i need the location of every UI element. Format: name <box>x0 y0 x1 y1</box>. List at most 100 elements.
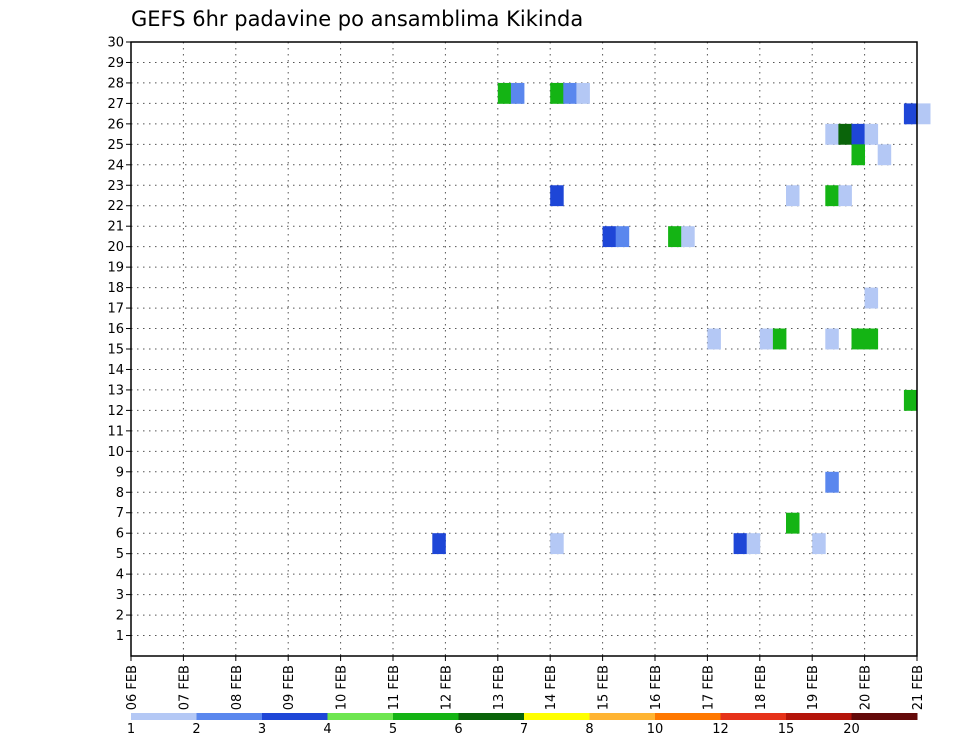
plot-frame <box>130 41 918 657</box>
colorbar-swatch <box>524 713 590 720</box>
colorbar-swatch <box>851 713 918 720</box>
y-tick-label: 17 <box>107 302 124 317</box>
precip-cell <box>825 471 839 493</box>
x-tick-label: 09 FEB <box>282 665 297 710</box>
colorbar-label: 6 <box>454 722 462 737</box>
precip-cell <box>772 328 787 350</box>
y-tick-label: 21 <box>107 220 124 235</box>
colorbar-swatch <box>786 713 852 720</box>
x-tick-label: 17 FEB <box>701 665 716 710</box>
y-tick-label: 19 <box>107 261 124 276</box>
y-tick-label: 1 <box>116 629 124 644</box>
colorbar-label: 12 <box>712 722 729 737</box>
y-tick-label: 16 <box>107 322 124 337</box>
y-tick-label: 27 <box>107 97 124 112</box>
y-tick-label: 26 <box>107 117 124 132</box>
y-tick-label: 12 <box>107 404 124 419</box>
precip-cell <box>812 533 826 555</box>
y-tick-label: 30 <box>107 36 124 51</box>
x-tick-label: 06 FEB <box>125 665 140 710</box>
x-tick-label: 18 FEB <box>754 665 769 710</box>
y-tick-label: 18 <box>107 281 124 296</box>
x-tick-label: 10 FEB <box>335 665 350 710</box>
precip-cell <box>510 82 525 104</box>
precip-cell <box>733 533 748 555</box>
precip-cell <box>838 123 852 145</box>
y-tick-label: 9 <box>116 465 124 480</box>
precip-cell <box>825 185 839 207</box>
colorbar-swatch <box>131 713 197 720</box>
colorbar-label: 3 <box>258 722 266 737</box>
y-tick-label: 22 <box>107 199 124 214</box>
y-tick-label: 13 <box>107 383 124 398</box>
colorbar-swatch <box>327 713 394 720</box>
y-tick-label: 8 <box>116 486 124 501</box>
precip-cell <box>615 226 630 248</box>
precip-cell <box>877 144 892 166</box>
precip-cell <box>917 103 931 125</box>
y-tick-label: 7 <box>116 506 124 521</box>
colorbar-swatch <box>393 713 459 720</box>
colorbar-swatch <box>458 713 525 720</box>
colorbar-label: 1 <box>127 722 135 737</box>
precip-cell <box>550 185 564 207</box>
precip-cell <box>851 123 865 145</box>
x-tick-label: 19 FEB <box>806 665 821 710</box>
precip-cells <box>432 82 931 555</box>
x-tick-label: 13 FEB <box>492 665 507 710</box>
precip-cell <box>432 533 446 555</box>
precip-cell <box>825 123 839 145</box>
x-tick-label: 15 FEB <box>597 665 612 710</box>
precip-cell <box>786 185 800 207</box>
precip-cell <box>550 533 564 555</box>
precip-cell <box>864 123 879 145</box>
colorbar-label: 7 <box>520 722 528 737</box>
colorbar-label: 2 <box>192 722 200 737</box>
colorbar: 1 2 3 4 5 6 7 8 10 12 15 20 <box>127 713 918 737</box>
y-tick-label: 25 <box>107 138 124 153</box>
x-tick-label: 11 FEB <box>387 665 402 710</box>
precip-cell <box>563 82 577 104</box>
x-tick-label: 14 FEB <box>544 665 559 710</box>
y-tick-label: 14 <box>107 363 124 378</box>
y-tick-label: 6 <box>116 527 124 542</box>
y-tick-label: 4 <box>116 568 124 583</box>
precip-cell <box>838 185 852 207</box>
y-tick-label: 28 <box>107 76 124 91</box>
precip-cell <box>681 226 695 248</box>
y-tick-label: 20 <box>107 240 124 255</box>
precip-cell <box>864 328 879 350</box>
y-tick-label: 24 <box>107 158 124 173</box>
y-tick-label: 10 <box>107 445 124 460</box>
y-tick-label: 5 <box>116 547 124 562</box>
precip-cell <box>864 287 879 309</box>
precip-cell <box>851 144 865 166</box>
x-tick-label: 08 FEB <box>230 665 245 710</box>
precip-cell <box>825 328 839 350</box>
chart-title: GEFS 6hr padavine po ansamblima Kikinda <box>131 7 583 31</box>
precip-cell <box>497 82 512 104</box>
colorbar-label: 20 <box>843 722 860 737</box>
colorbar-label: 15 <box>778 722 795 737</box>
x-tick-label: 12 FEB <box>439 665 454 710</box>
precip-cell <box>707 328 721 350</box>
x-axis: 06 FEB 07 FEB 08 FEB 09 FEB 10 FEB 11 FEB 12 F… <box>125 656 926 710</box>
colorbar-swatch <box>196 713 263 720</box>
y-tick-label: 3 <box>116 588 124 603</box>
y-tick-label: 11 <box>107 424 124 439</box>
colorbar-label: 10 <box>647 722 664 737</box>
precip-cell <box>550 82 564 104</box>
colorbar-swatch <box>589 713 656 720</box>
y-tick-label: 29 <box>107 56 124 71</box>
colorbar-label: 5 <box>389 722 397 737</box>
precip-cell <box>851 328 865 350</box>
grid-lines <box>131 41 917 656</box>
colorbar-label: 4 <box>323 722 331 737</box>
precip-cell <box>576 82 590 104</box>
colorbar-swatch <box>262 713 328 720</box>
y-tick-label: 23 <box>107 179 124 194</box>
precip-cell <box>746 533 761 555</box>
colorbar-swatch <box>720 713 787 720</box>
x-tick-label: 16 FEB <box>649 665 664 710</box>
precip-cell <box>668 226 682 248</box>
